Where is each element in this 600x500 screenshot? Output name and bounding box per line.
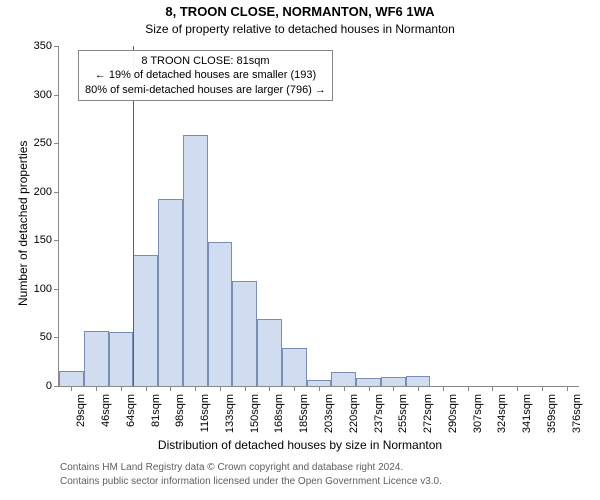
histogram-bar [133,255,158,386]
histogram-bar [84,331,109,386]
tooltip-line-2: ← 19% of detached houses are smaller (19… [85,68,326,82]
ytick-mark [54,240,59,241]
xtick-mark [492,386,493,391]
xtick-mark [468,386,469,391]
xtick-mark [146,386,147,391]
xtick-mark [269,386,270,391]
xtick-label: 290sqm [447,394,459,440]
ytick-label: 0 [24,380,52,392]
histogram-bar [109,332,134,386]
histogram-bar [381,377,406,386]
ytick-mark [54,95,59,96]
histogram-bar [59,371,84,386]
xtick-mark [567,386,568,391]
xtick-label: 116sqm [199,394,211,440]
tooltip-line-1: 8 TROON CLOSE: 81sqm [85,54,326,68]
xtick-mark [170,386,171,391]
ytick-mark [54,386,59,387]
xtick-mark [369,386,370,391]
xtick-label: 168sqm [273,394,285,440]
xtick-label: 324sqm [496,394,508,440]
xtick-mark [443,386,444,391]
histogram-bar [331,372,356,386]
property-tooltip: 8 TROON CLOSE: 81sqm ← 19% of detached h… [78,50,333,101]
histogram-bar [257,319,282,386]
xtick-label: 29sqm [75,394,87,440]
footer-line-1: Contains HM Land Registry data © Crown c… [60,462,403,473]
xtick-label: 272sqm [422,394,434,440]
ytick-label: 350 [24,40,52,52]
xtick-label: 341sqm [521,394,533,440]
ytick-mark [54,46,59,47]
xtick-label: 46sqm [100,394,112,440]
xtick-label: 81sqm [150,394,162,440]
histogram-bar [406,376,431,386]
x-axis-label: Distribution of detached houses by size … [0,438,600,452]
xtick-mark [418,386,419,391]
xtick-mark [220,386,221,391]
ytick-mark [54,337,59,338]
xtick-mark [245,386,246,391]
histogram-bar [282,348,307,386]
ytick-mark [54,289,59,290]
xtick-mark [71,386,72,391]
chart-container: 8, TROON CLOSE, NORMANTON, WF6 1WA Size … [0,0,600,500]
histogram-bar [183,135,208,386]
y-axis-label: Number of detached properties [16,141,30,306]
tooltip-line-3: 80% of semi-detached houses are larger (… [85,83,326,97]
xtick-mark [294,386,295,391]
ytick-mark [54,143,59,144]
chart-subtitle: Size of property relative to detached ho… [0,22,600,36]
xtick-mark [393,386,394,391]
histogram-bar [208,242,233,386]
xtick-label: 307sqm [472,394,484,440]
xtick-label: 255sqm [397,394,409,440]
xtick-label: 203sqm [323,394,335,440]
xtick-label: 185sqm [298,394,310,440]
histogram-bar [356,378,381,386]
footer-line-2: Contains public sector information licen… [60,476,442,487]
xtick-mark [319,386,320,391]
xtick-label: 220sqm [348,394,360,440]
xtick-mark [96,386,97,391]
xtick-mark [344,386,345,391]
xtick-label: 133sqm [224,394,236,440]
xtick-mark [517,386,518,391]
xtick-label: 237sqm [373,394,385,440]
histogram-bar [232,281,257,386]
xtick-mark [542,386,543,391]
xtick-label: 376sqm [571,394,583,440]
histogram-bar [158,199,183,386]
ytick-label: 50 [24,331,52,343]
ytick-label: 300 [24,89,52,101]
xtick-mark [195,386,196,391]
xtick-mark [121,386,122,391]
xtick-label: 150sqm [249,394,261,440]
xtick-label: 98sqm [174,394,186,440]
ytick-mark [54,192,59,193]
xtick-label: 359sqm [546,394,558,440]
chart-title: 8, TROON CLOSE, NORMANTON, WF6 1WA [0,4,600,19]
xtick-label: 64sqm [125,394,137,440]
